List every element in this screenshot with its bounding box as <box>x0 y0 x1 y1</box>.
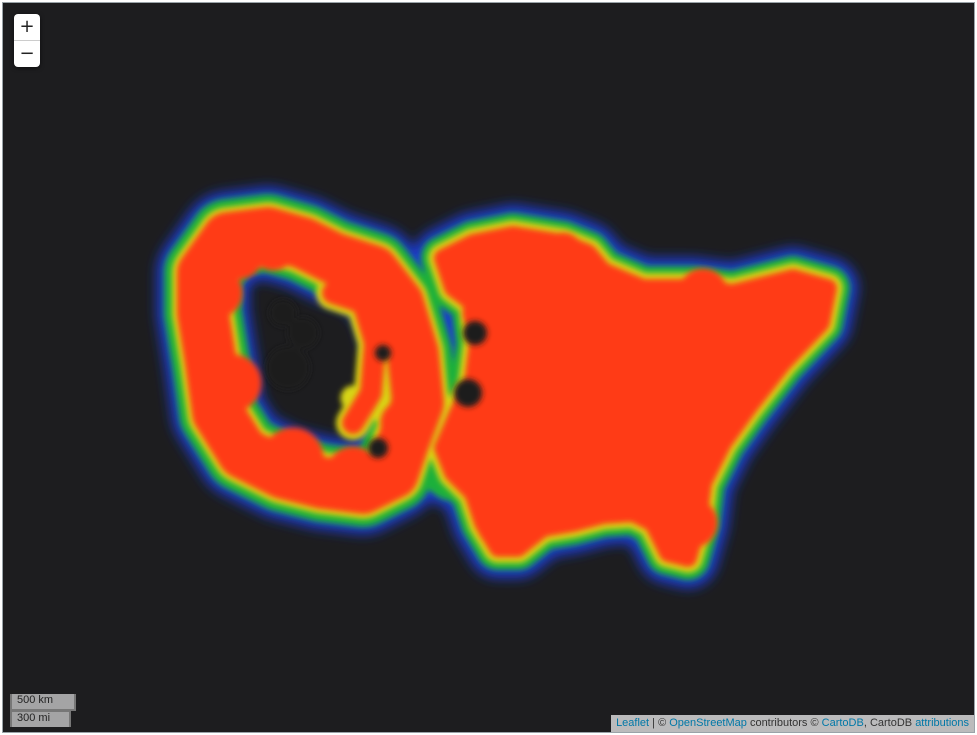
heat-peak-blob <box>528 368 598 438</box>
zoom-in-button[interactable]: + <box>19 16 35 37</box>
scale-bar: 500 km 300 mi <box>10 694 76 727</box>
heat-gap <box>463 321 487 345</box>
heat-gap <box>287 317 319 349</box>
scale-imperial: 300 mi <box>10 710 71 727</box>
heat-peak-blob <box>262 427 324 489</box>
attribution-separator: | © <box>649 717 670 729</box>
heat-peak-blob <box>380 400 426 446</box>
heat-peak-blob <box>193 268 243 318</box>
leaflet-link[interactable]: Leaflet <box>616 717 650 729</box>
attribution: Leaflet | © OpenStreetMap contributors ©… <box>611 715 974 732</box>
heat-peak-blob <box>608 348 678 418</box>
heat-peak-blob <box>476 496 530 550</box>
heat-peak-blob <box>678 268 728 318</box>
attributions-link[interactable]: attributions <box>915 717 969 729</box>
heat-peak-blob <box>326 446 380 500</box>
heat-peak-blob <box>542 232 584 274</box>
heat-peak-blob <box>766 276 820 330</box>
heat-peak-blob <box>495 230 541 276</box>
heat-peak-intensity-band <box>177 207 837 567</box>
attribution-contributors: contributors © <box>746 717 822 729</box>
zoom-control: + − <box>14 14 40 67</box>
heat-peak-blob <box>572 452 634 514</box>
heat-gap <box>266 346 310 390</box>
heat-gap <box>368 438 388 458</box>
cartodb-link[interactable]: CartoDB <box>821 717 864 729</box>
heat-peak-blob <box>250 225 296 271</box>
zoom-out-button[interactable]: − <box>14 40 40 67</box>
heat-gap <box>375 345 391 361</box>
heat-peak-blob <box>375 310 421 356</box>
heatmap-layer <box>157 187 858 588</box>
heat-peak-blob <box>204 354 262 412</box>
heat-gap <box>454 379 482 407</box>
attribution-cartodb-text: , CartoDB <box>863 717 916 729</box>
heat-shape <box>322 282 386 434</box>
heat-gaps <box>266 299 487 458</box>
osm-link[interactable]: OpenStreetMap <box>669 717 747 729</box>
scale-metric: 500 km <box>10 694 76 711</box>
heat-gap <box>269 299 297 327</box>
heat-shape <box>177 207 444 514</box>
heat-peak-blob <box>694 324 752 382</box>
heat-peak-blob <box>668 498 718 548</box>
